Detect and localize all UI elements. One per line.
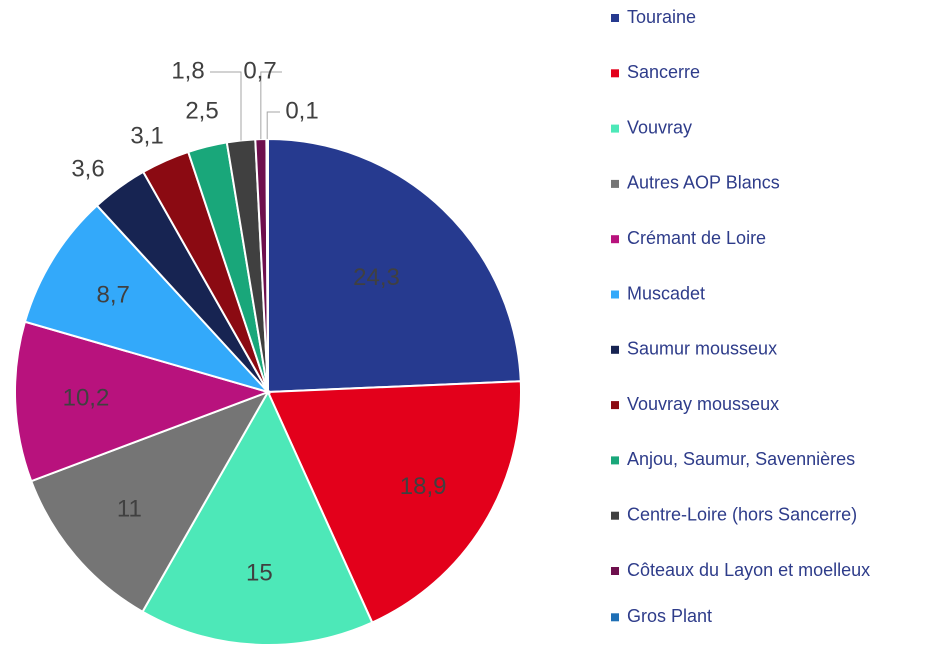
legend-label: Autres AOP Blancs — [627, 173, 780, 193]
pie-slice — [267, 137, 522, 394]
legend-label: Vouvray — [627, 117, 692, 137]
data-label: 2,5 — [185, 97, 218, 124]
legend-label: Sancerre — [627, 62, 700, 82]
leader-line — [210, 71, 242, 141]
data-label: 1,8 — [171, 57, 204, 84]
leader-line — [266, 111, 280, 140]
legend-label: Crémant de Loire — [627, 228, 766, 248]
data-label: 0,7 — [243, 57, 276, 84]
legend-label: Côteaux du Layon et moelleux — [627, 560, 870, 580]
legend-swatch — [611, 401, 619, 410]
data-label: 18,9 — [400, 473, 447, 500]
data-label: 11 — [117, 496, 142, 523]
legend-label: Vouvray mousseux — [627, 394, 779, 414]
legend-swatch — [611, 290, 619, 299]
legend-swatch — [611, 235, 619, 244]
data-label: 3,1 — [130, 122, 163, 149]
legend-swatch — [611, 613, 619, 622]
legend-label: Touraine — [627, 7, 696, 27]
legend-label: Gros Plant — [627, 606, 712, 626]
data-label: 0,1 — [285, 97, 318, 124]
data-label: 15 — [246, 559, 273, 586]
pie-slice — [29, 390, 271, 614]
legend-swatch — [611, 345, 619, 354]
leader-line — [260, 71, 282, 140]
legend-swatch — [611, 124, 619, 133]
legend-swatch — [611, 69, 619, 78]
data-label: 8,7 — [96, 281, 129, 308]
pie-slice — [141, 389, 374, 646]
legend-swatch — [611, 567, 619, 575]
legend-swatch — [611, 511, 619, 520]
legend-label: Anjou, Saumur, Savennières — [627, 449, 855, 469]
data-label: 3,6 — [71, 155, 104, 182]
legend-swatch — [611, 179, 619, 188]
data-label: 24,3 — [353, 264, 400, 291]
legend-swatch — [611, 456, 619, 465]
data-label: 10,2 — [63, 385, 110, 412]
pie-slice — [266, 380, 522, 624]
legend-label: Saumur mousseux — [627, 339, 777, 359]
pie-slice — [23, 204, 272, 394]
legend-swatch — [611, 14, 619, 22]
legend-label: Centre-Loire (hors Sancerre) — [627, 504, 857, 524]
pie-slice — [14, 320, 272, 483]
legend-label: Muscadet — [627, 283, 705, 303]
